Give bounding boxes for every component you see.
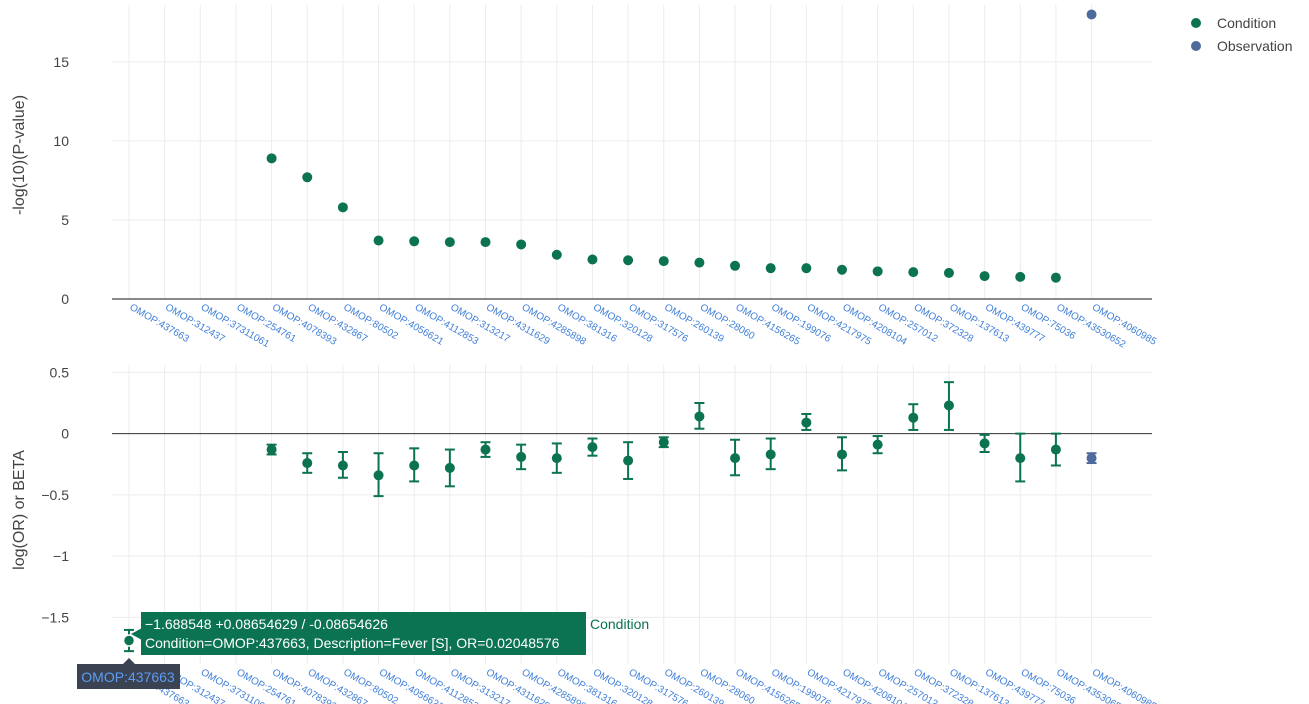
- data-point[interactable]: [480, 237, 491, 248]
- data-point[interactable]: [302, 458, 313, 469]
- data-point[interactable]: [943, 400, 954, 411]
- data-point[interactable]: [979, 271, 990, 282]
- legend-marker-observation: [1191, 41, 1201, 51]
- axis-hover-pointer: [123, 658, 135, 664]
- data-point[interactable]: [837, 264, 847, 275]
- legend-item-observation[interactable]: Observation: [1191, 38, 1292, 54]
- data-point[interactable]: [373, 235, 384, 246]
- legend-label-observation: Observation: [1217, 38, 1292, 54]
- data-point[interactable]: [658, 256, 669, 267]
- data-point[interactable]: [943, 267, 954, 278]
- data-point[interactable]: [730, 453, 741, 464]
- top-plot-points[interactable]: [266, 9, 1097, 283]
- y-tick-label: 5: [61, 212, 69, 228]
- data-point[interactable]: [694, 257, 705, 268]
- data-point[interactable]: [801, 417, 812, 428]
- data-point[interactable]: [872, 266, 883, 277]
- data-point[interactable]: [480, 444, 491, 455]
- y-tick-label: −1: [53, 548, 69, 564]
- bottom-y-axis-title: log(OR) or BETA: [11, 450, 28, 570]
- hover-line-1: −1.688548 +0.08654629 / -0.08654626: [145, 616, 388, 632]
- data-point[interactable]: [694, 411, 705, 422]
- y-tick-label: 0: [61, 426, 69, 442]
- legend-item-condition[interactable]: Condition: [1191, 15, 1276, 31]
- data-point[interactable]: [337, 202, 348, 213]
- data-point[interactable]: [302, 172, 313, 183]
- data-point[interactable]: [409, 236, 420, 247]
- data-point[interactable]: [837, 449, 847, 460]
- data-point[interactable]: [1086, 9, 1097, 20]
- data-point[interactable]: [266, 153, 277, 164]
- data-point[interactable]: [444, 462, 455, 473]
- hover-tooltip: −1.688548 +0.08654629 / -0.08654626 Cond…: [77, 612, 649, 689]
- data-point[interactable]: [765, 449, 776, 460]
- hover-line-2: Condition=OMOP:437663, Description=Fever…: [145, 635, 560, 651]
- legend-label-condition: Condition: [1217, 15, 1276, 31]
- y-tick-label: −0.5: [41, 487, 69, 503]
- data-point[interactable]: [908, 267, 919, 278]
- top-y-axis-title: -log(10)(P-value): [11, 95, 28, 215]
- y-tick-label: 10: [53, 133, 69, 149]
- data-point[interactable]: [908, 412, 919, 423]
- legend-marker-condition: [1191, 18, 1201, 28]
- axis-hover-box: [77, 664, 180, 689]
- top-plot-grid: [112, 5, 1152, 299]
- data-point[interactable]: [658, 437, 669, 448]
- y-tick-label: 0.5: [50, 364, 70, 380]
- data-point[interactable]: [1050, 272, 1061, 283]
- data-point[interactable]: [1015, 271, 1026, 282]
- data-point[interactable]: [730, 260, 741, 271]
- legend[interactable]: Condition Observation: [1191, 15, 1292, 54]
- data-point[interactable]: [587, 442, 598, 453]
- y-tick-label: −1.5: [41, 609, 69, 625]
- y-tick-label: 0: [61, 291, 69, 307]
- data-point[interactable]: [122, 634, 136, 647]
- y-tick-label: 15: [53, 54, 69, 70]
- data-point[interactable]: [587, 254, 598, 265]
- data-point[interactable]: [623, 255, 634, 266]
- data-point[interactable]: [801, 263, 812, 274]
- data-point[interactable]: [373, 470, 384, 481]
- data-point[interactable]: [266, 444, 277, 455]
- data-point[interactable]: [1015, 453, 1026, 464]
- data-point[interactable]: [337, 460, 348, 471]
- data-point[interactable]: [409, 460, 420, 471]
- axis-hover-label: OMOP:437663: [81, 669, 175, 685]
- data-point[interactable]: [1050, 444, 1061, 455]
- data-point[interactable]: [551, 249, 562, 260]
- data-point[interactable]: [516, 239, 527, 250]
- top-plot-axes: 051015OMOP:437663OMOP:312437OMOP:3731106…: [53, 54, 1158, 351]
- data-point[interactable]: [444, 237, 455, 248]
- data-point[interactable]: [623, 455, 634, 466]
- hover-trace-name: Condition: [590, 616, 649, 632]
- data-point[interactable]: [979, 438, 990, 449]
- data-point[interactable]: [551, 453, 562, 464]
- hover-box: [141, 612, 586, 655]
- hover-pointer: [131, 628, 142, 640]
- data-point[interactable]: [872, 439, 883, 450]
- data-point[interactable]: [765, 263, 776, 274]
- data-point[interactable]: [1086, 453, 1097, 464]
- bottom-plot-points[interactable]: [122, 381, 1097, 653]
- data-point[interactable]: [516, 451, 527, 462]
